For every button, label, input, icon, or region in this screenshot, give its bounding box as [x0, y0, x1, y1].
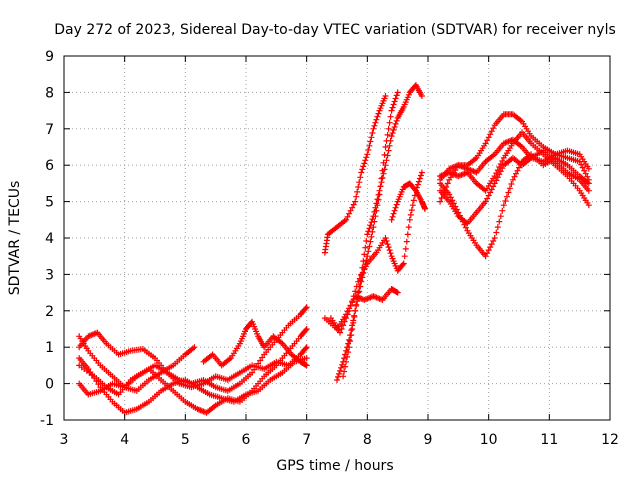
- series-track-9: [321, 93, 389, 256]
- x-tick-label: 8: [363, 432, 372, 448]
- y-tick-label: -1: [40, 413, 54, 429]
- y-tick-label: 5: [45, 195, 54, 211]
- data-point-markers: [437, 111, 592, 183]
- series-track-6: [200, 318, 310, 369]
- y-tick-label: 6: [45, 158, 54, 174]
- x-axis-label: GPS time / hours: [276, 458, 393, 474]
- x-tick-label: 5: [181, 432, 190, 448]
- series-track-12: [388, 180, 428, 223]
- x-tick-label: 6: [242, 432, 251, 448]
- x-tick-label: 12: [601, 432, 619, 448]
- x-tick-label: 7: [302, 432, 311, 448]
- y-tick-label: 9: [45, 49, 54, 65]
- x-tick-label: 11: [540, 432, 558, 448]
- y-axis-label: SDTVAR / TECUs: [7, 181, 23, 296]
- y-tick-label: 2: [45, 304, 54, 320]
- series-track-13: [437, 111, 592, 183]
- y-tick-label: 7: [45, 122, 54, 138]
- x-tick-label: 10: [480, 432, 498, 448]
- data-point-markers: [388, 180, 428, 223]
- y-tick-label: 0: [45, 377, 54, 393]
- x-tick-label: 9: [424, 432, 433, 448]
- data-point-markers: [437, 147, 592, 227]
- series-track-10: [340, 82, 425, 380]
- y-tick-label: 3: [45, 267, 54, 283]
- series-track-16: [437, 136, 592, 205]
- y-tick-label: 1: [45, 340, 54, 356]
- series-track-17: [437, 147, 592, 227]
- data-point-markers: [76, 304, 310, 398]
- series-track-11: [327, 169, 425, 336]
- data-point-markers: [321, 93, 389, 256]
- series-track-5: [76, 304, 310, 398]
- data-point-markers: [327, 169, 425, 336]
- data-point-markers: [437, 136, 592, 205]
- data-marks: [76, 82, 592, 416]
- y-tick-label: 4: [45, 231, 54, 247]
- data-point-markers: [200, 318, 310, 369]
- x-tick-label: 4: [120, 432, 129, 448]
- chart-title: Day 272 of 2023, Sidereal Day-to-day VTE…: [54, 22, 616, 38]
- x-tick-label: 3: [60, 432, 69, 448]
- grid-lines: [64, 56, 610, 420]
- data-point-markers: [340, 82, 425, 380]
- y-tick-label: 8: [45, 85, 54, 101]
